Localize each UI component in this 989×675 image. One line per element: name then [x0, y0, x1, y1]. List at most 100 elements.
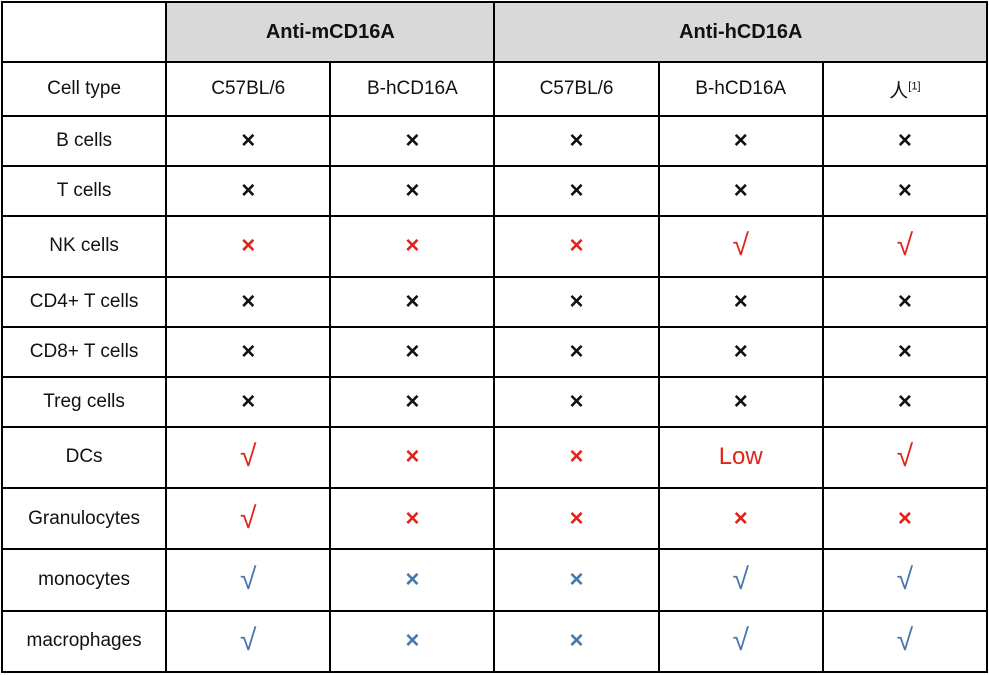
result-cell: √	[657, 214, 824, 279]
check-mark: √	[896, 440, 914, 474]
cross-mark: ×	[569, 126, 584, 154]
result-cell: ×	[657, 164, 824, 217]
check-mark: √	[896, 624, 914, 658]
cross-mark: ×	[569, 287, 584, 315]
col-header-human: 人[1]	[821, 61, 989, 117]
check-mark: √	[732, 229, 749, 263]
check-mark: √	[240, 440, 257, 474]
cross-mark: ×	[897, 337, 912, 365]
cross-mark: ×	[241, 387, 256, 415]
result-cell: ×	[821, 486, 989, 551]
result-cell: ×	[329, 276, 496, 328]
cell-type-label: Treg cells	[0, 375, 168, 428]
group-header-row: Anti-mCD16A Anti-hCD16A	[0, 1, 988, 63]
corner-cell	[0, 1, 168, 63]
result-cell: √	[165, 425, 332, 489]
cross-mark: ×	[405, 287, 420, 315]
cross-mark: ×	[733, 337, 748, 365]
table-row: macrophages √ × × √ √	[0, 609, 989, 674]
result-cell: ×	[657, 276, 824, 328]
cross-mark: ×	[569, 176, 584, 204]
cross-mark: ×	[405, 387, 420, 415]
check-mark: √	[896, 229, 914, 263]
check-mark: √	[240, 624, 257, 658]
cross-mark: ×	[733, 287, 748, 315]
result-cell: ×	[493, 276, 660, 328]
cell-type-label: DCs	[0, 425, 168, 489]
cross-mark: ×	[241, 232, 256, 260]
cross-mark: ×	[569, 232, 584, 260]
col-header-c57bl6-m: C57BL/6	[165, 61, 332, 117]
result-cell: ×	[657, 325, 824, 378]
table-row: CD4+ T cells × × × × ×	[0, 276, 989, 328]
result-cell: √	[165, 486, 332, 551]
human-reference-superscript: [1]	[908, 80, 921, 93]
result-cell: ×	[165, 375, 332, 428]
check-mark: √	[732, 624, 749, 658]
cross-mark: ×	[241, 287, 256, 315]
result-cell: ×	[493, 214, 660, 279]
result-cell: ×	[657, 486, 824, 551]
cross-mark: ×	[569, 565, 584, 593]
result-cell: ×	[329, 375, 496, 428]
result-cell: ×	[329, 548, 496, 612]
result-cell: ×	[329, 609, 496, 674]
cross-mark: ×	[569, 337, 584, 365]
col-header-c57bl6-h: C57BL/6	[493, 61, 660, 117]
result-cell: ×	[821, 325, 989, 378]
result-text: Low	[718, 443, 763, 471]
result-cell: ×	[821, 276, 989, 328]
result-cell: ×	[821, 164, 989, 217]
result-cell: ×	[493, 115, 660, 167]
result-cell: ×	[329, 325, 496, 378]
cross-mark: ×	[897, 287, 912, 315]
result-cell: ×	[657, 375, 824, 428]
cross-mark: ×	[405, 565, 420, 593]
cross-mark: ×	[405, 126, 420, 154]
table-row: T cells × × × × ×	[0, 164, 989, 217]
result-cell: ×	[493, 609, 660, 674]
result-cell: ×	[821, 115, 989, 167]
table-row: monocytes √ × × √ √	[0, 548, 989, 612]
result-cell: ×	[493, 325, 660, 378]
cross-mark: ×	[897, 387, 912, 415]
cross-mark: ×	[733, 387, 748, 415]
result-cell: √	[821, 548, 989, 612]
cross-mark: ×	[405, 443, 420, 471]
cross-mark: ×	[733, 504, 748, 532]
col-header-bhcd16a-m: B-hCD16A	[329, 61, 496, 117]
result-cell: ×	[493, 548, 660, 612]
cross-mark: ×	[897, 504, 912, 532]
result-cell: ×	[329, 115, 496, 167]
cell-type-label: macrophages	[0, 609, 168, 674]
col-header-cell-type: Cell type	[0, 61, 168, 117]
result-cell: √	[165, 609, 332, 674]
col-header-bhcd16a-h: B-hCD16A	[657, 61, 824, 117]
table-row: DCs √ × × Low √	[0, 425, 989, 489]
result-cell: √	[821, 214, 989, 279]
cross-mark: ×	[241, 176, 256, 204]
cell-type-label: T cells	[0, 164, 168, 217]
result-cell: ×	[821, 375, 989, 428]
group-header-anti-mcd16a: Anti-mCD16A	[165, 1, 496, 63]
cross-mark: ×	[405, 232, 420, 260]
table-body: B cells × × × × × T cells × × × × × NK cells × × × √ √ CD4…	[0, 115, 989, 674]
result-cell: ×	[493, 164, 660, 217]
table-row: B cells × × × × ×	[0, 115, 989, 167]
result-cell: ×	[329, 164, 496, 217]
result-cell: ×	[165, 276, 332, 328]
result-cell: √	[821, 425, 989, 489]
cross-mark: ×	[569, 443, 584, 471]
result-cell: ×	[493, 486, 660, 551]
cross-mark: ×	[569, 627, 584, 655]
result-cell: √	[821, 609, 989, 674]
cross-mark: ×	[897, 176, 912, 204]
result-cell: ×	[329, 214, 496, 279]
result-cell: √	[657, 548, 824, 612]
table-row: NK cells × × × √ √	[0, 214, 989, 279]
cell-type-label: CD8+ T cells	[0, 325, 168, 378]
result-cell: √	[165, 548, 332, 612]
result-cell: ×	[165, 164, 332, 217]
result-cell: ×	[657, 115, 824, 167]
cross-mark: ×	[733, 126, 748, 154]
